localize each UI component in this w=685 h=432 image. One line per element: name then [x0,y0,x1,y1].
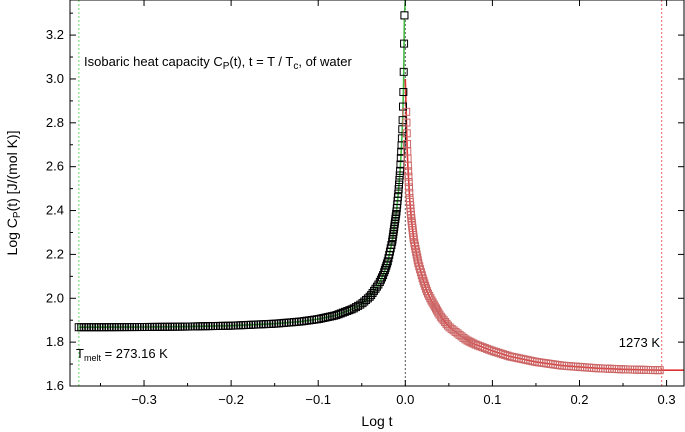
data-point-marker [397,134,406,143]
data-point-marker [395,171,404,180]
data-point-marker [394,189,403,198]
data-point-marker [655,366,664,375]
data-point-marker [383,259,392,268]
data-point-marker [418,274,427,283]
data-point-marker [402,107,411,116]
data-point-marker [395,180,404,189]
data-point-marker [402,129,411,138]
data-point-marker [400,39,409,48]
data-point-marker [395,176,404,185]
y-tick-label: 3.2 [46,27,64,42]
chart-annotation-title: Isobaric heat capacity CP(t), t = T / Tc… [84,54,352,72]
data-point-marker [404,178,413,187]
data-point-marker [405,183,414,192]
data-point-marker [399,87,408,96]
y-tick-label: 2.8 [46,115,64,130]
y-tick-label: 1.6 [46,378,64,393]
data-point-marker [399,67,408,76]
data-point-marker [354,301,363,310]
data-markers [74,11,664,375]
plot-frame [69,0,685,387]
data-point-marker [368,288,377,297]
data-point-marker [367,291,376,300]
data-point-marker [370,286,379,295]
data-point-marker [412,247,421,256]
x-tick-label: 0.3 [658,392,676,407]
data-point-marker [404,172,413,181]
data-point-marker [382,261,391,270]
x-axis-title: Log t [361,413,392,429]
y-axis: 1.6 1.8 2.0 2.2 2.4 2.6 2.8 3.0 3.2 [46,12,684,393]
data-point-marker [412,250,421,259]
data-point-marker [413,256,422,265]
y-tick-label: 2.6 [46,159,64,174]
fit-curve-high [404,78,684,371]
y-tick-label: 3.0 [46,71,64,86]
data-point-marker [411,244,420,253]
data-point-marker [421,282,430,291]
data-point-marker [402,118,411,127]
x-axis: −0.3 −0.2 −0.1 0.0 0.1 0.2 0.3 [99,0,676,407]
data-point-marker [397,147,406,156]
tmelt-annotation: Tmelt = 273.16 K [76,346,168,363]
y-tick-label: 1.8 [46,334,64,349]
data-point-marker [394,185,403,194]
data-point-marker [371,284,380,293]
data-point-marker [396,166,405,175]
data-point-marker [405,188,414,197]
data-point-marker [403,161,412,170]
data-point-marker [413,253,422,262]
fit-curve-low [78,0,407,328]
y-axis-title: Log CP(t) [J/(mol K)] [4,131,23,256]
data-point-marker [398,125,407,134]
data-point-marker [419,276,428,285]
data-point-marker [400,11,409,20]
x-tick-label: −0.1 [305,392,331,407]
y-tick-label: 2.0 [46,290,64,305]
x-tick-label: 0.0 [396,392,414,407]
data-point-marker [410,242,419,251]
t-high-annotation: 1273 K [619,335,661,350]
y-tick-label: 2.2 [46,246,64,261]
x-tick-label: −0.3 [131,392,157,407]
data-point-marker [410,239,419,248]
x-tick-label: −0.2 [218,392,244,407]
x-tick-label: 0.2 [570,392,588,407]
x-tick-label: 0.1 [483,392,501,407]
data-point-marker [404,167,413,176]
data-point-marker [420,279,429,288]
y-tick-label: 2.4 [46,203,64,218]
